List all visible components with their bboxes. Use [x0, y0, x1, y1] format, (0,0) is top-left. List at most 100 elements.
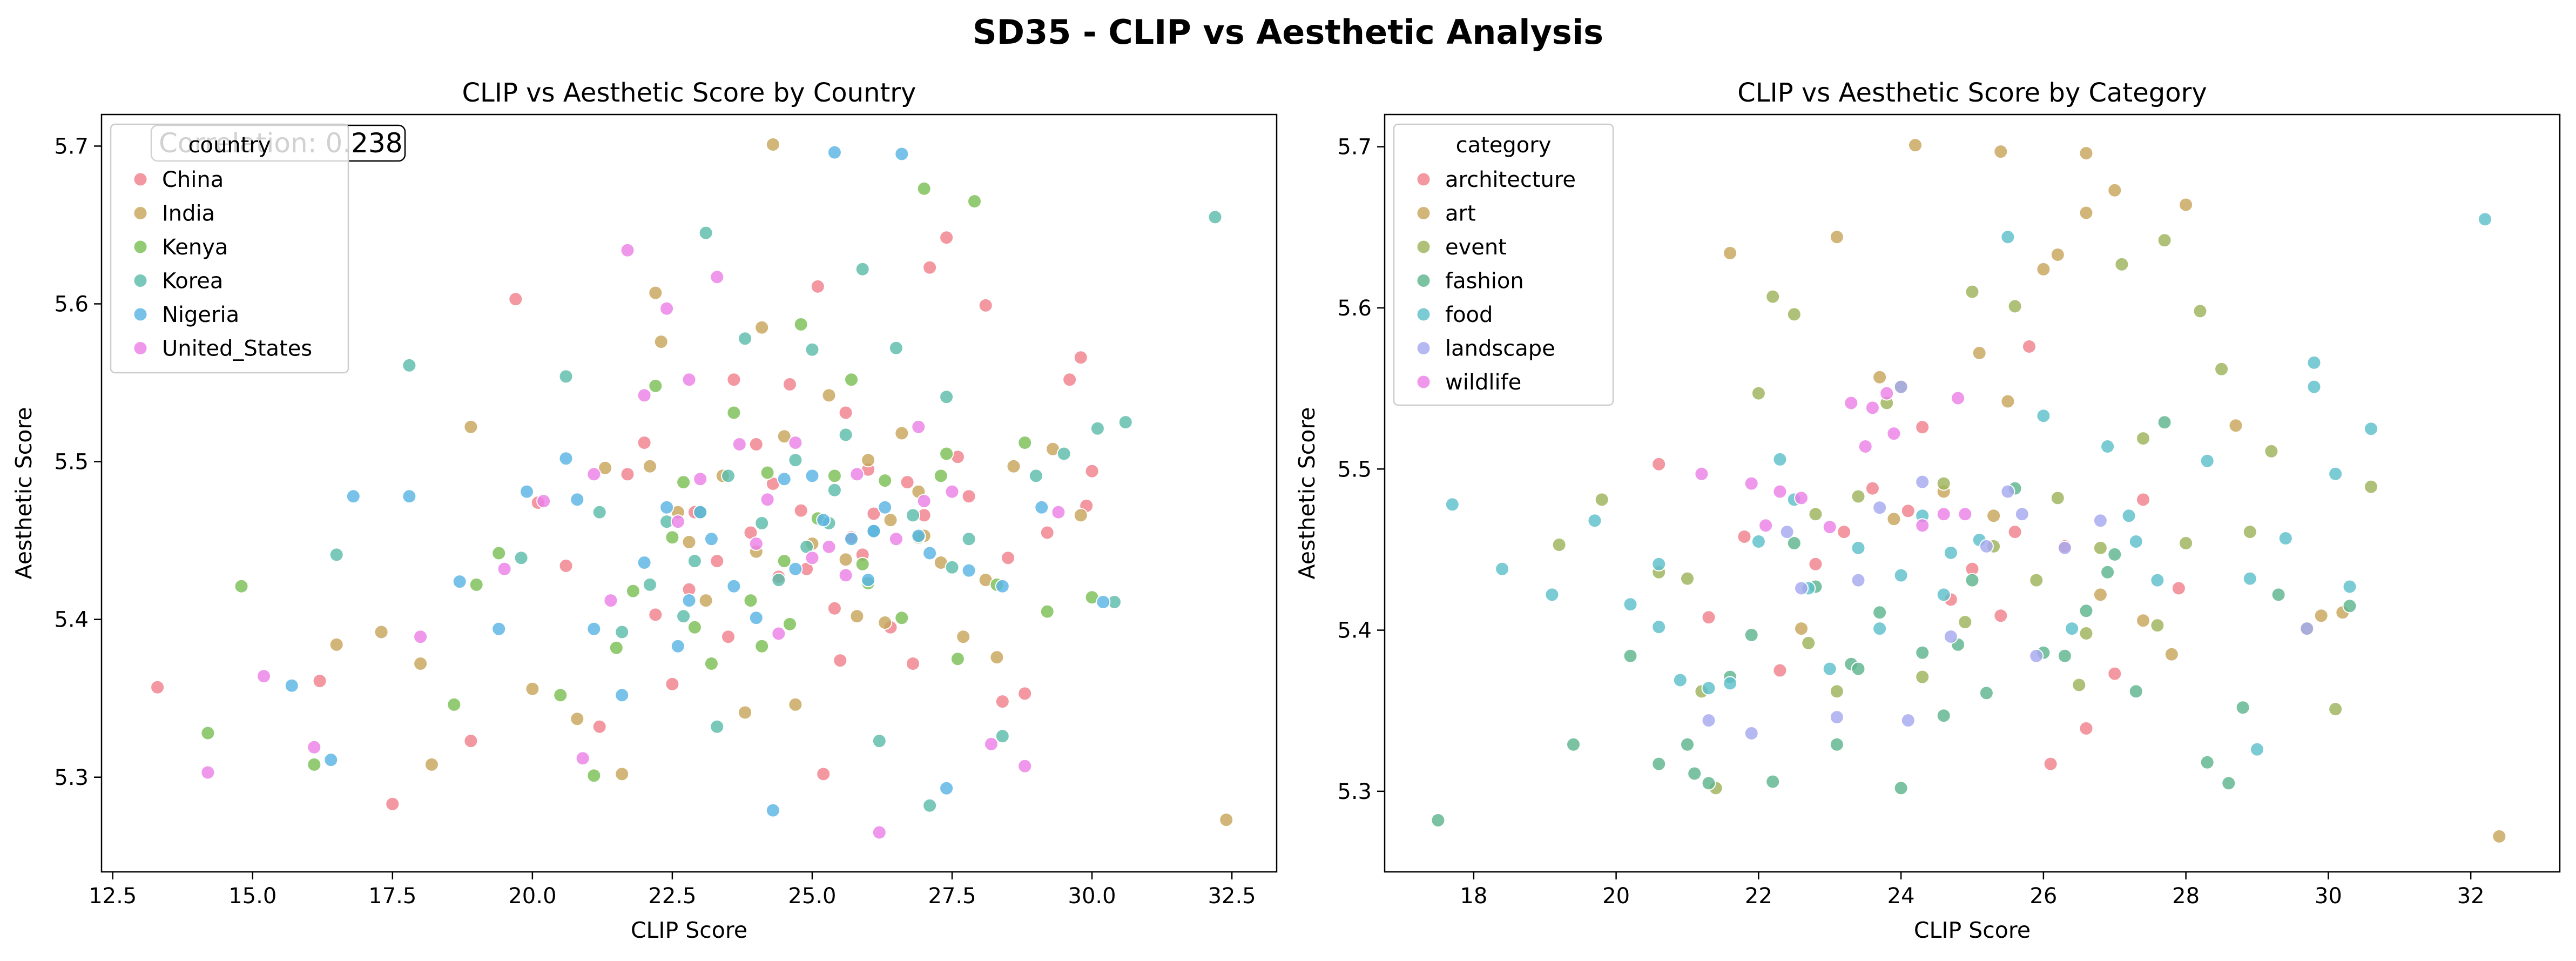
data-point-india: India: (22.2, 5.607)	[648, 285, 663, 300]
data-point-china: China: (22.5, 5.359)	[665, 676, 680, 691]
data-point-food: food: (29, 5.326)	[2250, 742, 2264, 757]
data-point-fashion: fashion: (23.4, 5.376)	[1851, 661, 1866, 676]
legend-title: category	[1456, 133, 1552, 158]
x-tick-label: 20.0	[508, 884, 556, 909]
legend-marker	[1416, 206, 1431, 220]
data-point-landscape: landscape: (25.5, 5.486)	[2000, 484, 2015, 499]
x-tick-label: 22.5	[648, 884, 696, 909]
legend-label: art	[1445, 201, 1476, 226]
data-point-event: event: (22.2, 5.607)	[1765, 289, 1781, 304]
data-point-nigeria: Nigeria: (23.6, 5.421)	[726, 579, 741, 594]
data-point-wildlife: wildlife: (21.2, 5.497)	[1694, 466, 1709, 481]
figure-title: SD35 - CLIP vs Aesthetic Analysis	[973, 12, 1603, 52]
data-point-india: India: (17.3, 5.392)	[374, 624, 389, 640]
data-point-china: China: (25.6, 5.531)	[838, 405, 853, 420]
data-point-korea: Korea: (23.1, 5.645)	[698, 225, 713, 240]
x-tick-label: 25.0	[788, 884, 836, 909]
data-point-nigeria: Nigeria: (23.2, 5.451)	[704, 532, 719, 547]
data-point-kenya: Kenya: (23.9, 5.412)	[743, 593, 758, 608]
data-point-art: art: (28.7, 5.527)	[2228, 418, 2243, 433]
legend-marker	[1416, 273, 1431, 288]
data-point-kenya: Kenya: (22.5, 5.452)	[665, 530, 680, 545]
data-point-architecture: architecture: (25.6, 5.461)	[2007, 525, 2022, 540]
data-point-india: India: (26, 5.501)	[861, 453, 876, 468]
data-point-fashion: fashion: (21.3, 5.305)	[1701, 776, 1716, 791]
data-point-korea: Korea: (24.1, 5.461)	[754, 516, 770, 530]
data-point-india: India: (26.3, 5.398)	[878, 615, 893, 630]
data-point-india: India: (26.6, 5.518)	[894, 426, 909, 441]
data-point-india: India: (22.8, 5.449)	[682, 535, 697, 549]
data-point-event: event: (27.7, 5.642)	[2157, 233, 2172, 248]
data-point-korea: Korea: (28.4, 5.326)	[995, 729, 1010, 744]
data-point-art: art: (25.5, 5.542)	[2000, 394, 2015, 409]
data-point-india: India: (18, 5.372)	[413, 656, 428, 671]
data-point-china: China: (25.1, 5.611)	[810, 279, 825, 294]
x-tick-label: 32	[2457, 884, 2485, 909]
x-tick-label: 32.5	[1208, 884, 1256, 909]
data-point-kenya: Kenya: (23.6, 5.531)	[726, 405, 741, 420]
y-tick-label: 5.3	[1337, 779, 1372, 804]
panel-country: China: (13.3, 5.357) China: (16.2, 5.361)…	[11, 78, 1278, 943]
data-point-china: China: (29.8, 5.566)	[1073, 350, 1088, 365]
legend-label: Nigeria	[162, 303, 239, 327]
data-point-food: food: (29.8, 5.566)	[2307, 355, 2322, 370]
data-point-nigeria: Nigeria: (22, 5.436)	[637, 555, 652, 570]
data-point-korea: Korea: (25.9, 5.622)	[855, 261, 870, 277]
data-point-art: art: (25.1, 5.572)	[1972, 346, 1987, 360]
data-point-nigeria: Nigeria: (16.8, 5.478)	[346, 489, 361, 504]
data-point-event: event: (25, 5.61)	[1965, 284, 1980, 299]
data-point-india: India: (23.8, 5.341)	[738, 705, 753, 720]
legend-label: India	[162, 201, 215, 226]
data-point-nigeria: Nigeria: (29.1, 5.471)	[1034, 500, 1049, 515]
data-point-event: event: (27.6, 5.403)	[2150, 618, 2165, 633]
data-point-landscape: landscape: (24.7, 5.396)	[1943, 629, 1958, 644]
data-point-india: India: (28.6, 5.497)	[1006, 459, 1021, 474]
data-point-fashion: fashion: (27.7, 5.529)	[2157, 415, 2172, 430]
x-tick-label: 12.5	[89, 884, 137, 909]
data-point-korea: Korea: (23.8, 5.578)	[738, 331, 753, 346]
y-tick-label: 5.3	[54, 765, 89, 790]
data-point-united-states: United_States: (24.4, 5.391)	[771, 626, 786, 641]
data-point-art: art: (27.4, 5.406)	[2136, 613, 2150, 628]
legend-label: event	[1445, 235, 1507, 260]
x-tick-label: 22	[1745, 884, 1772, 909]
data-point-wildlife: wildlife: (22.3, 5.486)	[1772, 484, 1788, 499]
data-point-event: event: (26.8, 5.451)	[2093, 540, 2108, 555]
data-point-united-states: United_States: (22.8, 5.552)	[682, 372, 697, 387]
legend-marker	[1416, 341, 1431, 355]
data-point-kenya: Kenya: (24.6, 5.397)	[783, 616, 797, 631]
data-point-fashion: fashion: (20.2, 5.384)	[1623, 648, 1638, 663]
data-point-china: China: (24, 5.511)	[748, 437, 764, 452]
data-point-fashion: fashion: (28.8, 5.352)	[2235, 700, 2250, 715]
data-point-food: food: (30.1, 5.497)	[2328, 466, 2343, 481]
data-point-china: China: (21.7, 5.492)	[620, 467, 635, 482]
data-point-landscape: landscape: (21.3, 5.344)	[1701, 713, 1716, 728]
data-point-india: India: (26.4, 5.463)	[883, 513, 898, 528]
data-point-kenya: Kenya: (24.2, 5.493)	[760, 465, 775, 480]
x-tick-label: 28	[2172, 884, 2200, 909]
data-point-united-states: United_States: (14.2, 5.303)	[200, 765, 215, 780]
data-point-fashion: fashion: (21, 5.329)	[1680, 737, 1695, 752]
data-point-fashion: fashion: (27, 5.447)	[2107, 547, 2122, 562]
data-point-korea: Korea: (29, 5.491)	[1028, 468, 1043, 483]
data-point-korea: Korea: (26.2, 5.323)	[872, 734, 887, 749]
data-point-kenya: Kenya: (28.8, 5.512)	[1017, 435, 1033, 450]
data-point-event: event: (26.6, 5.398)	[2079, 626, 2094, 641]
data-point-food: food: (24.6, 5.422)	[1936, 587, 1951, 602]
data-point-korea: Korea: (32.2, 5.655)	[1208, 210, 1223, 225]
data-point-food: food: (30.6, 5.525)	[2364, 421, 2378, 436]
data-point-kenya: Kenya: (27.3, 5.491)	[933, 468, 948, 483]
data-point-nigeria: Nigeria: (22.6, 5.383)	[670, 639, 685, 654]
x-tick-label: 30	[2315, 884, 2342, 909]
data-point-event: event: (26.5, 5.366)	[2072, 677, 2087, 693]
data-point-architecture: architecture: (24.3, 5.526)	[1915, 420, 1930, 435]
data-point-wildlife: wildlife: (21.9, 5.491)	[1744, 476, 1759, 491]
data-point-nigeria: Nigeria: (18.7, 5.424)	[452, 574, 467, 589]
data-point-united-states: United_States: (24.7, 5.512)	[788, 435, 803, 450]
legend-title: country	[188, 133, 271, 158]
x-axis-label: CLIP Score	[631, 917, 747, 943]
data-point-kenya: Kenya: (25.7, 5.552)	[844, 372, 859, 387]
legend: country China India Kenya Korea Nigeria United…	[110, 123, 349, 374]
data-point-event: event: (22.5, 5.596)	[1786, 307, 1802, 322]
data-point-kenya: Kenya: (19, 5.422)	[469, 577, 484, 592]
